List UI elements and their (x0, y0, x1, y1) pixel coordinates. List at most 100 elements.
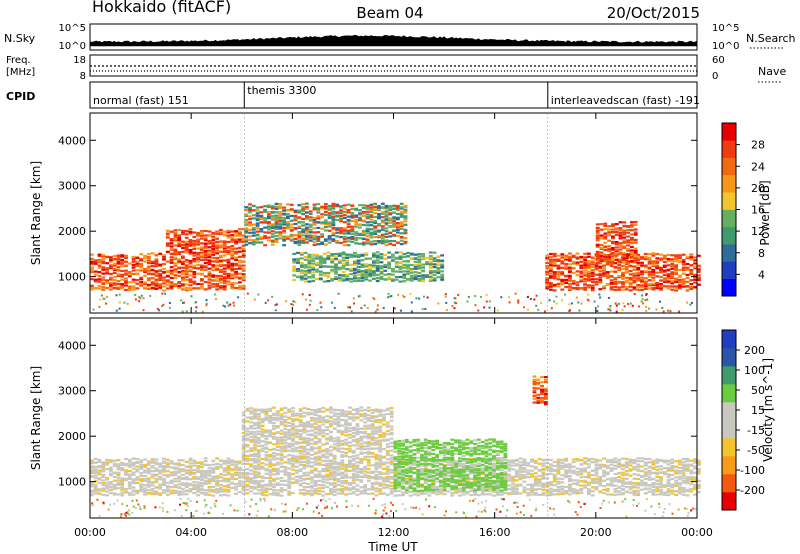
echo-cell (230, 262, 235, 265)
echo-cell (458, 478, 462, 481)
echo-cell (387, 261, 391, 264)
echo-cell (636, 477, 641, 480)
echo-cell (406, 251, 410, 255)
echo-cell (359, 490, 364, 493)
echo-cell (184, 267, 189, 270)
echo-cell (150, 268, 155, 271)
echo-cell (188, 262, 193, 265)
echo-cell (568, 279, 572, 282)
echo-cell (287, 478, 292, 481)
echo-cell (272, 469, 276, 473)
echo-cell (275, 469, 280, 472)
echo-cell (320, 216, 324, 219)
echo-cell (662, 277, 667, 280)
echo-cell (222, 280, 227, 283)
echo-cell (211, 494, 216, 497)
echo-cell (372, 271, 376, 274)
echo-cell (251, 243, 256, 246)
echo-cell (109, 258, 113, 262)
echo-cell (583, 486, 587, 489)
echo-cell (587, 488, 591, 491)
echo-cell (511, 488, 515, 491)
echo-cell (331, 226, 336, 230)
echo-cell (404, 467, 409, 470)
echo-cell (278, 232, 283, 235)
echo-cell (578, 309, 581, 312)
echo-cell (291, 464, 295, 467)
echo-cell (602, 285, 606, 288)
echo-cell (323, 205, 328, 208)
echo-cell (294, 461, 299, 464)
echo-cell (518, 466, 523, 469)
echo-cell (655, 282, 660, 285)
echo-cell (173, 248, 178, 251)
echo-cell (685, 285, 690, 288)
echo-cell (342, 217, 347, 220)
echo-cell (674, 289, 678, 292)
echo-cell (609, 467, 614, 470)
echo-cell (378, 483, 383, 486)
echo-cell (368, 269, 372, 272)
echo-cell (200, 476, 204, 479)
echo-cell (301, 221, 305, 224)
echo-cell (90, 286, 94, 289)
echo-cell (203, 259, 208, 262)
echo-cell (222, 247, 227, 250)
echo-cell (636, 274, 641, 277)
echo-cell (349, 253, 353, 256)
echo-cell (165, 236, 170, 239)
echo-cell (545, 494, 550, 497)
echo-cell (97, 264, 102, 267)
echo-cell (177, 477, 182, 480)
echo-cell (267, 299, 270, 302)
echo-cell (659, 478, 663, 481)
echo-cell (511, 461, 515, 464)
echo-cell (335, 241, 340, 244)
echo-cell (647, 490, 652, 493)
echo-cell (97, 465, 102, 468)
echo-cell (436, 276, 441, 279)
echo-cell (101, 464, 106, 467)
echo-cell (440, 265, 445, 268)
echo-cell (207, 240, 212, 243)
echo-cell (173, 489, 178, 492)
echo-cell (340, 459, 345, 462)
echo-cell (101, 282, 106, 285)
echo-cell (363, 458, 367, 461)
echo-cell (234, 232, 238, 235)
echo-cell (670, 288, 675, 291)
echo-cell (283, 479, 288, 482)
echo-cell (351, 486, 356, 489)
echo-cell (222, 240, 227, 243)
echo-cell (203, 460, 208, 463)
echo-cell (378, 477, 383, 480)
echo-cell (605, 460, 610, 463)
echo-cell (270, 210, 275, 213)
echo-cell (385, 484, 390, 487)
echo-cell (169, 479, 174, 482)
echo-cell (325, 462, 329, 465)
echo-cell (146, 477, 151, 480)
echo-cell (609, 482, 614, 485)
echo-cell (253, 470, 257, 473)
echo-cell (207, 477, 212, 481)
echo-cell (165, 274, 170, 277)
echo-cell (211, 283, 216, 286)
echo-cell (630, 259, 634, 263)
echo-cell (146, 279, 151, 282)
echo-cell (392, 222, 396, 225)
echo-cell (320, 242, 324, 245)
echo-cell (146, 253, 151, 256)
echo-cell (230, 266, 235, 269)
echo-cell (556, 270, 561, 274)
echo-cell (632, 460, 637, 463)
echo-cell (323, 207, 328, 210)
echo-cell (296, 261, 300, 264)
echo-cell (120, 255, 125, 258)
echo-cell (331, 215, 336, 218)
echo-cell (127, 493, 132, 496)
echo-cell (211, 490, 216, 493)
echo-cell (568, 465, 572, 468)
echo-cell (358, 295, 361, 297)
echo-cell (287, 460, 292, 463)
